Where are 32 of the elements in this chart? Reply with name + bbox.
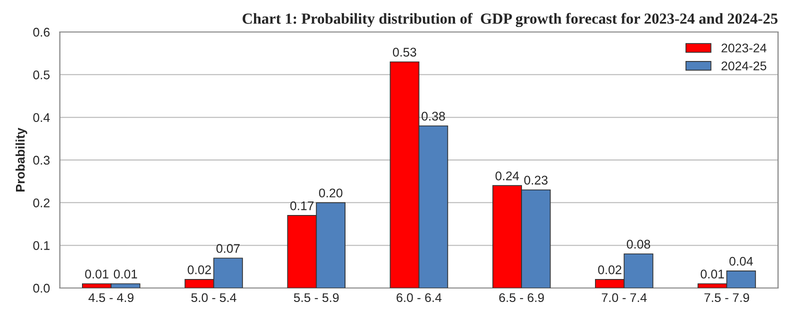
data-label: 0.24 (496, 172, 519, 180)
y-tick-label: 0.0 (33, 284, 50, 293)
legend-label: 2024-25 (722, 61, 766, 70)
y-axis-title: Probability (16, 128, 28, 192)
x-tick-label: 6.0 - 6.4 (396, 293, 442, 302)
x-tick-label: 5.5 - 5.9 (294, 293, 339, 302)
x-tick-label: 7.5 - 7.9 (704, 293, 750, 302)
data-label: 0.02 (188, 265, 211, 274)
data-label: 0.01 (114, 270, 138, 278)
y-tick-label: 0.5 (33, 70, 50, 80)
data-label: 0.17 (290, 201, 314, 210)
data-label: 0.23 (524, 176, 548, 185)
data-label: 0.08 (626, 240, 650, 249)
data-label: 0.20 (319, 188, 342, 198)
data-label: 0.07 (216, 244, 240, 253)
y-tick-label: 0.4 (33, 113, 50, 122)
x-tick-label: 4.5 - 4.9 (88, 293, 134, 302)
data-label: 0.38 (422, 112, 445, 121)
data-label: 0.04 (729, 256, 753, 266)
data-label: 0.53 (392, 48, 416, 57)
x-tick-label: 5.0 - 5.4 (191, 293, 236, 302)
x-tick-label: 6.5 - 6.9 (499, 293, 544, 302)
data-label: 0.01 (700, 270, 724, 278)
legend-label: 2023-24 (722, 44, 766, 52)
x-tick-label: 7.0 - 7.4 (602, 293, 647, 302)
y-tick-label: 0.6 (33, 28, 50, 37)
y-tick-label: 0.1 (33, 241, 50, 250)
chart-title: Chart 1: Probability distribution of GDP growth forecast for 2023-24 and 2024-25 (242, 12, 778, 28)
y-tick-label: 0.2 (33, 198, 50, 208)
data-label: 0.01 (85, 270, 108, 278)
data-label: 0.02 (598, 265, 622, 274)
y-tick-label: 0.3 (33, 156, 50, 165)
